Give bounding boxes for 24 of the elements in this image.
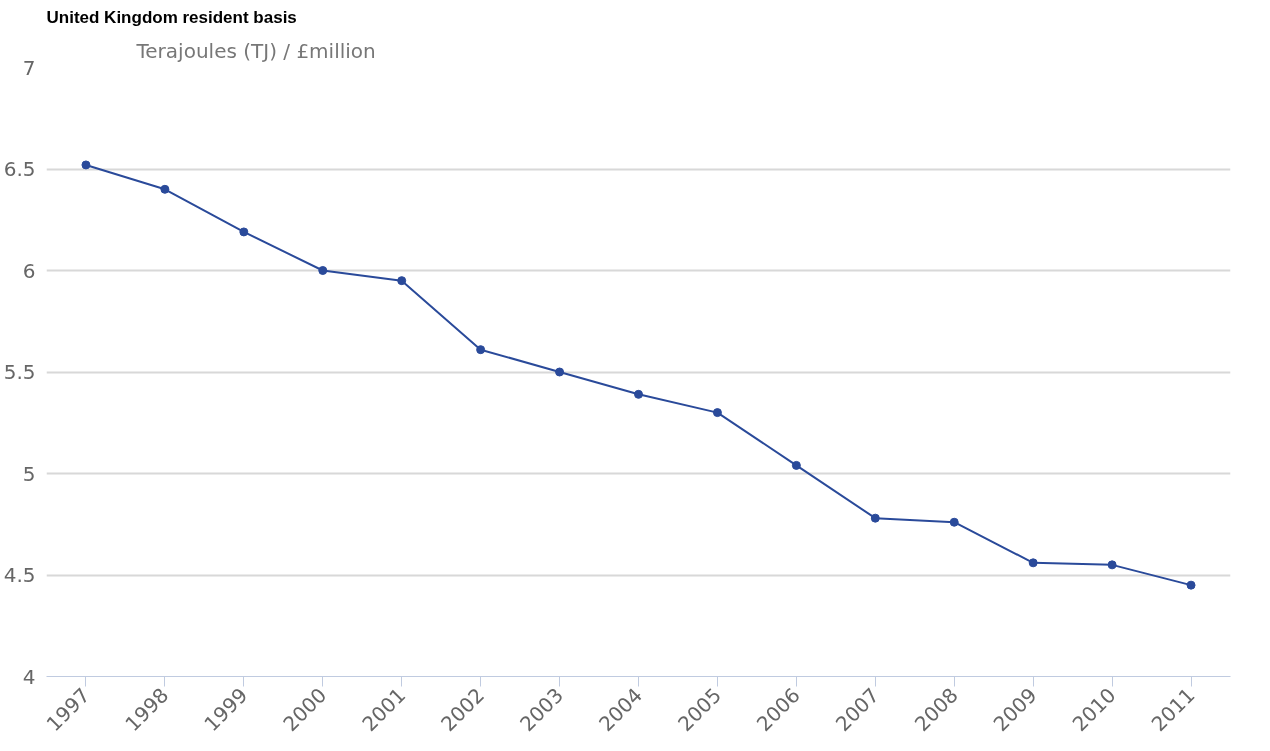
y-tick-label: 6.5 (3, 157, 36, 181)
point (81, 160, 91, 170)
point (397, 276, 407, 286)
point (555, 367, 565, 377)
point (1186, 580, 1196, 590)
y-tick-label: 5 (22, 461, 36, 486)
y-axis-title: Terajoules (TJ) / £million (135, 38, 376, 63)
y-tick-label: 6 (22, 258, 36, 283)
y-tick-label: 7 (22, 55, 36, 80)
point (476, 345, 486, 355)
point (791, 460, 801, 470)
y-tick-label: 4.5 (3, 563, 36, 587)
chart-title: United Kingdom resident basis (46, 7, 297, 27)
y-tick-label: 5.5 (3, 360, 36, 384)
point (949, 517, 959, 527)
point (870, 513, 880, 523)
point (634, 389, 643, 399)
point (1028, 558, 1038, 568)
point (1107, 560, 1117, 570)
point (712, 408, 722, 418)
point (318, 266, 328, 275)
point (239, 227, 249, 237)
point (160, 184, 170, 194)
y-tick-label: 4 (22, 664, 36, 689)
